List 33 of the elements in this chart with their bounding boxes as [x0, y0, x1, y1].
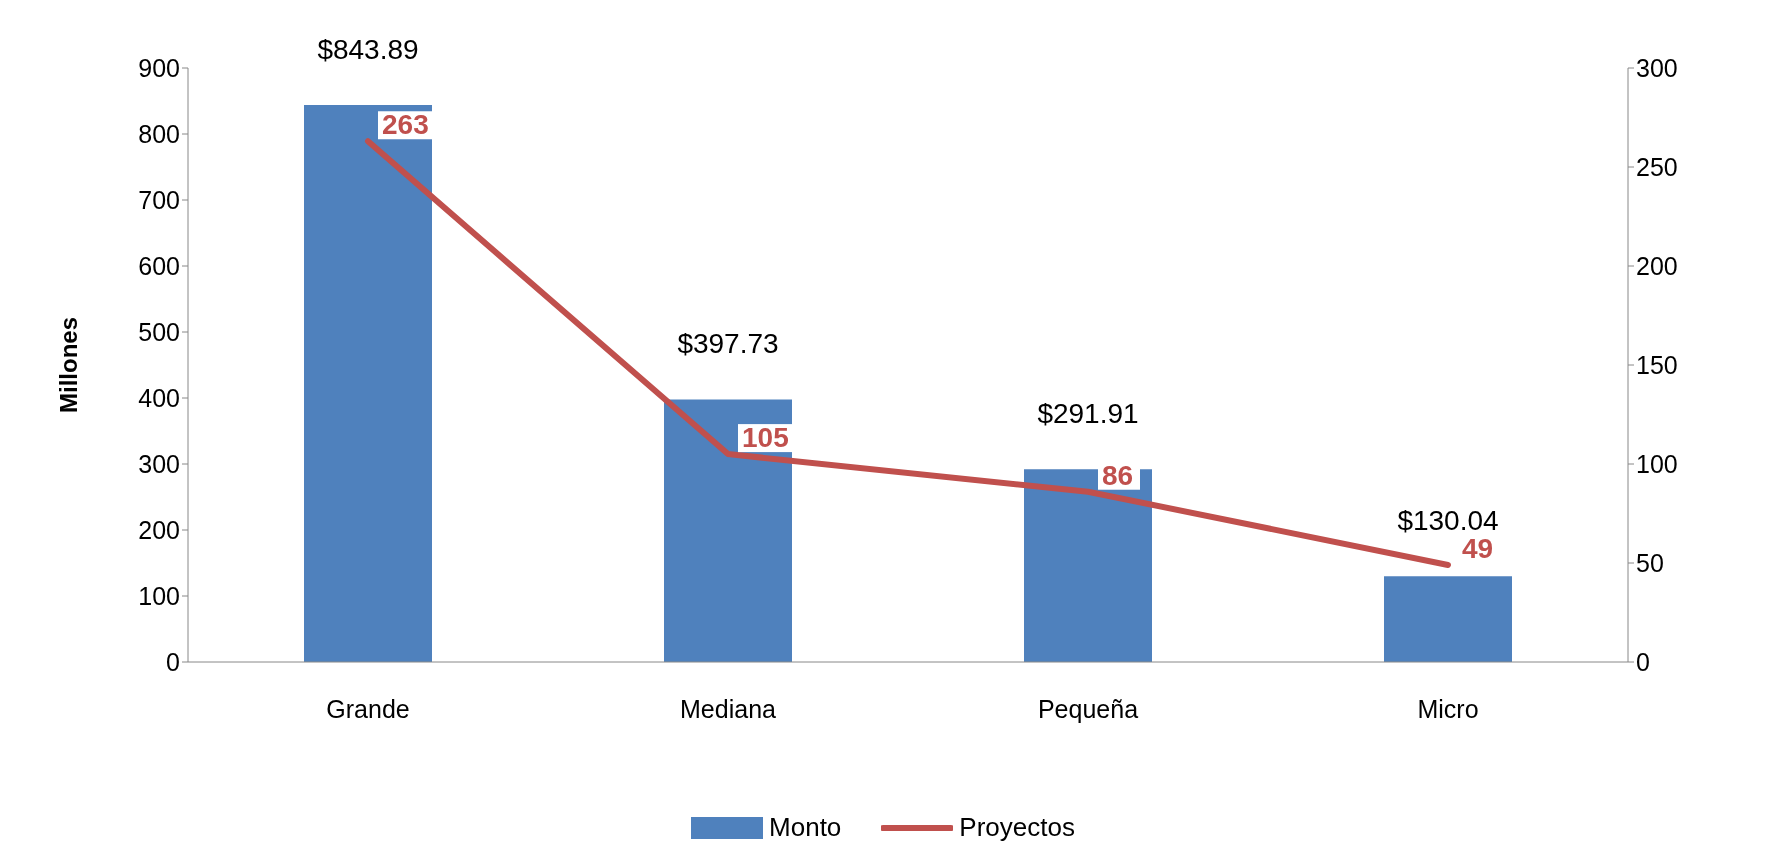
- y-tick-label: 800: [138, 119, 180, 148]
- legend-label: Monto: [769, 812, 842, 843]
- y-tick-label: 200: [138, 515, 180, 544]
- y2-tick-label: 0: [1636, 647, 1650, 676]
- bar: [1384, 576, 1512, 662]
- bar: [304, 105, 432, 662]
- data-label: $397.73: [677, 328, 779, 360]
- y-tick-label: 100: [138, 581, 180, 610]
- data-label: 105: [742, 422, 789, 454]
- y-tick-label: 700: [138, 185, 180, 214]
- y2-tick-label: 250: [1636, 152, 1678, 181]
- y-tick-label: 900: [138, 53, 180, 82]
- y-axis-title: Millones: [54, 316, 82, 414]
- data-label: $843.89: [317, 34, 419, 66]
- legend-label: Proyectos: [959, 812, 1075, 843]
- x-tick-label: Mediana: [680, 694, 777, 723]
- y-tick-label: 600: [138, 251, 180, 280]
- x-tick-label: Micro: [1417, 694, 1479, 723]
- y-tick-label: 0: [166, 647, 180, 676]
- y-tick-label: 300: [138, 449, 180, 478]
- bar: [664, 399, 792, 662]
- data-label: 263: [382, 109, 429, 141]
- y-tick-label: 500: [138, 317, 180, 346]
- data-label: 86: [1102, 459, 1134, 491]
- x-tick-label: Grande: [326, 694, 410, 723]
- y-tick-label: 400: [138, 383, 180, 412]
- x-tick-label: Pequeña: [1037, 694, 1139, 723]
- data-label: $291.91: [1037, 398, 1139, 430]
- y2-tick-label: 100: [1636, 449, 1678, 478]
- y2-tick-label: 50: [1636, 548, 1664, 577]
- y2-tick-label: 200: [1636, 251, 1678, 280]
- y2-tick-label: 150: [1636, 350, 1678, 379]
- y2-tick-label: 300: [1636, 53, 1678, 82]
